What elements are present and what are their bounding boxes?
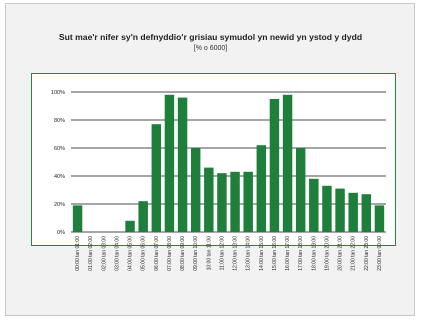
bar	[256, 145, 267, 232]
bar	[374, 205, 385, 232]
x-tick-label: 01:00 tan 02:00	[88, 236, 94, 271]
bar	[322, 185, 332, 232]
y-tick-label: 0%	[57, 230, 65, 236]
x-tick-label: 22:00 tan 23:00	[364, 236, 370, 271]
bar	[335, 188, 345, 232]
x-tick-label: 17:00 tan 18:00	[298, 236, 304, 271]
x-tick-label: 00:00 tan 01:00	[75, 236, 81, 271]
x-tick-label: 16:00 tan 17:00	[285, 236, 291, 271]
x-tick-label: 23:00 tan 00:00	[377, 236, 383, 271]
x-tick-label: 13:00 tan 14:00	[246, 236, 252, 271]
chart-subtitle: [% o 6000]	[193, 45, 228, 52]
bar	[177, 97, 188, 232]
chart-title: Sut mae'r nifer sy'n defnyddio'r grisiau…	[58, 32, 363, 42]
x-tick-label: 05:00 tan 06:00	[141, 236, 147, 271]
bar	[164, 94, 175, 232]
x-tick-label: 14:00 tan 15:00	[259, 236, 265, 271]
x-tick-label: 18:00 tan 19:00	[311, 236, 317, 271]
x-tick-label: 15:00 tan 16:00	[272, 236, 278, 271]
x-tick-label: 08:00 tan 09:00	[180, 236, 186, 271]
bar	[243, 171, 253, 232]
bar	[361, 194, 372, 232]
bar	[309, 178, 319, 232]
y-tick-label: 20%	[54, 202, 65, 208]
x-tick-label: 12:00 tan 13:00	[233, 236, 239, 271]
x-tick-label: 07:00 tan 08:00	[167, 236, 173, 271]
x-tick-label: 02:00 tan 03:00	[101, 236, 107, 271]
bar	[348, 192, 358, 232]
x-tick-label: 11:00 tan 12:00	[219, 236, 225, 271]
bar	[190, 148, 201, 232]
x-tick-label: 06:00 tan 07:00	[154, 236, 160, 271]
bar	[138, 201, 148, 232]
bar	[125, 220, 135, 232]
bar	[204, 167, 214, 232]
x-tick-label: 04:00 tan 05:00	[128, 236, 134, 271]
bar	[230, 171, 240, 232]
x-tick-label: 19:00 tan 20:00	[324, 236, 330, 271]
x-tick-label: 21:00 tan 22:00	[351, 236, 357, 271]
y-tick-label: 80%	[54, 118, 65, 124]
bar	[269, 99, 280, 232]
bar	[72, 205, 83, 232]
x-tick-label: 20:00 tan 21:00	[338, 236, 344, 271]
x-tick-label: 09:00 tan 10:00	[193, 236, 199, 271]
x-tick-label: 03:00 tan 04:00	[114, 236, 120, 271]
bar	[282, 94, 293, 232]
y-tick-label: 60%	[54, 146, 65, 152]
bar	[151, 124, 162, 232]
y-tick-label: 40%	[54, 174, 65, 180]
y-tick-label: 100%	[51, 90, 65, 96]
bar	[217, 173, 227, 232]
bar	[295, 148, 306, 232]
x-tick-label: 10:00 tan 11:00	[206, 236, 212, 271]
